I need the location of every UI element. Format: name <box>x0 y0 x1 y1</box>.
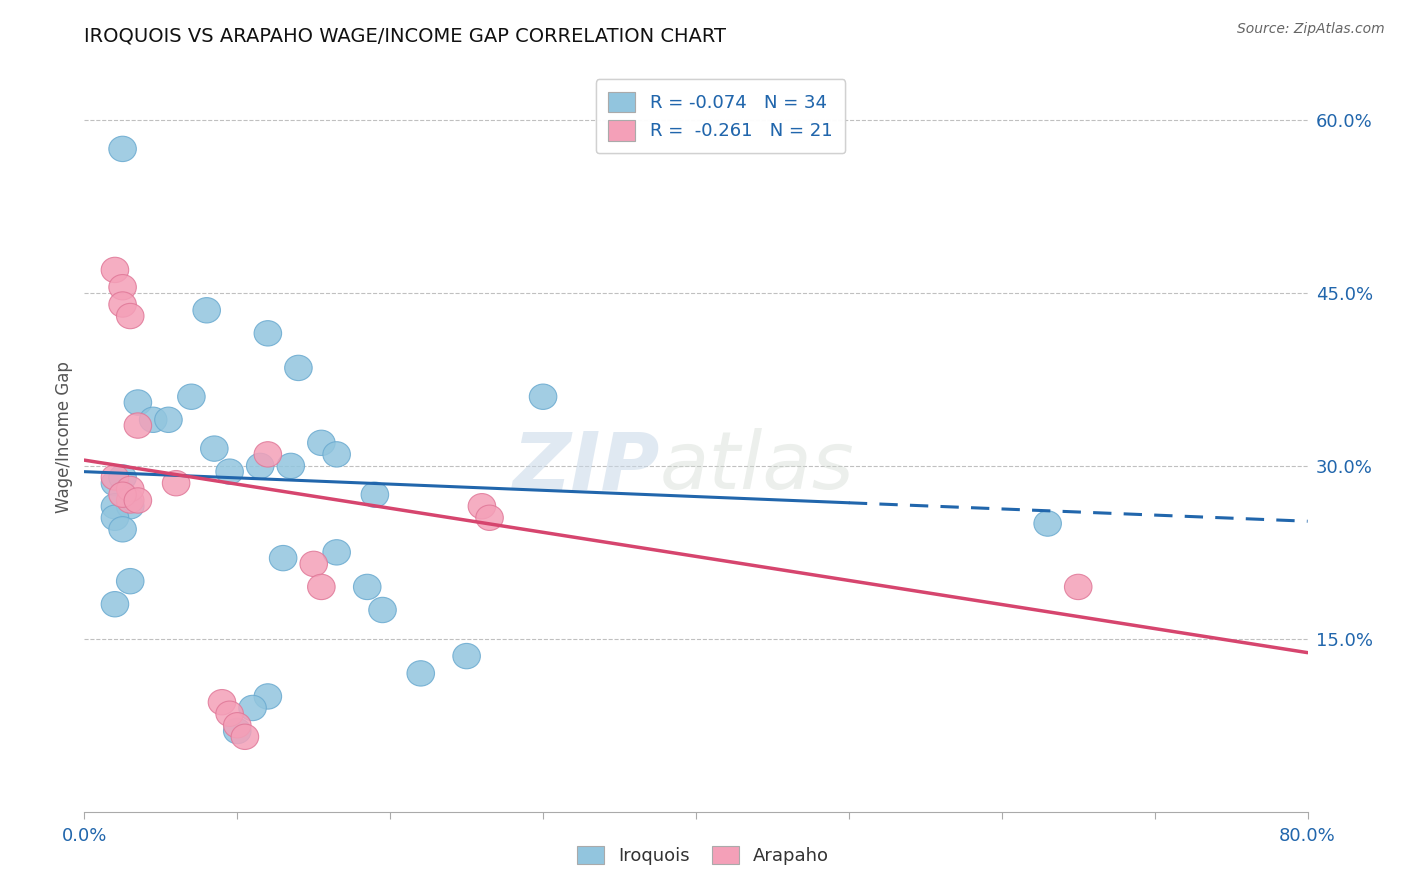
Ellipse shape <box>101 505 129 531</box>
Ellipse shape <box>475 505 503 531</box>
Ellipse shape <box>193 298 221 323</box>
Ellipse shape <box>117 493 143 519</box>
Text: Source: ZipAtlas.com: Source: ZipAtlas.com <box>1237 22 1385 37</box>
Ellipse shape <box>208 690 236 714</box>
Ellipse shape <box>101 257 129 283</box>
Ellipse shape <box>353 574 381 599</box>
Ellipse shape <box>124 488 152 513</box>
Ellipse shape <box>117 488 143 513</box>
Ellipse shape <box>155 407 183 433</box>
Ellipse shape <box>323 442 350 467</box>
Ellipse shape <box>117 568 143 594</box>
Text: ZIP: ZIP <box>512 428 659 506</box>
Ellipse shape <box>101 591 129 617</box>
Ellipse shape <box>224 713 252 738</box>
Text: IROQUOIS VS ARAPAHO WAGE/INCOME GAP CORRELATION CHART: IROQUOIS VS ARAPAHO WAGE/INCOME GAP CORR… <box>84 27 727 45</box>
Legend: R = -0.074   N = 34, R =  -0.261   N = 21: R = -0.074 N = 34, R = -0.261 N = 21 <box>596 79 845 153</box>
Ellipse shape <box>108 516 136 542</box>
Ellipse shape <box>239 695 266 721</box>
Ellipse shape <box>162 470 190 496</box>
Ellipse shape <box>108 465 136 490</box>
Y-axis label: Wage/Income Gap: Wage/Income Gap <box>55 361 73 513</box>
Ellipse shape <box>1033 511 1062 536</box>
Ellipse shape <box>1064 574 1092 599</box>
Ellipse shape <box>201 436 228 461</box>
Ellipse shape <box>117 303 143 329</box>
Ellipse shape <box>361 482 388 508</box>
Text: atlas: atlas <box>659 428 853 506</box>
Legend: Iroquois, Arapaho: Iroquois, Arapaho <box>568 837 838 874</box>
Ellipse shape <box>101 470 129 496</box>
Ellipse shape <box>101 493 129 519</box>
Ellipse shape <box>308 430 335 456</box>
Ellipse shape <box>217 459 243 484</box>
Ellipse shape <box>254 684 281 709</box>
Ellipse shape <box>529 384 557 409</box>
Ellipse shape <box>177 384 205 409</box>
Ellipse shape <box>108 292 136 318</box>
Ellipse shape <box>468 493 496 519</box>
Ellipse shape <box>254 320 281 346</box>
Ellipse shape <box>108 136 136 161</box>
Ellipse shape <box>124 390 152 415</box>
Ellipse shape <box>308 574 335 599</box>
Ellipse shape <box>299 551 328 576</box>
Ellipse shape <box>124 413 152 438</box>
Ellipse shape <box>217 701 243 726</box>
Ellipse shape <box>108 275 136 300</box>
Ellipse shape <box>231 724 259 749</box>
Ellipse shape <box>254 442 281 467</box>
Ellipse shape <box>284 355 312 381</box>
Ellipse shape <box>277 453 305 479</box>
Ellipse shape <box>139 407 167 433</box>
Ellipse shape <box>406 661 434 686</box>
Ellipse shape <box>270 545 297 571</box>
Ellipse shape <box>108 482 136 508</box>
Ellipse shape <box>246 453 274 479</box>
Ellipse shape <box>117 476 143 501</box>
Ellipse shape <box>453 643 481 669</box>
Ellipse shape <box>101 465 129 490</box>
Ellipse shape <box>323 540 350 565</box>
Ellipse shape <box>224 718 252 744</box>
Ellipse shape <box>368 598 396 623</box>
